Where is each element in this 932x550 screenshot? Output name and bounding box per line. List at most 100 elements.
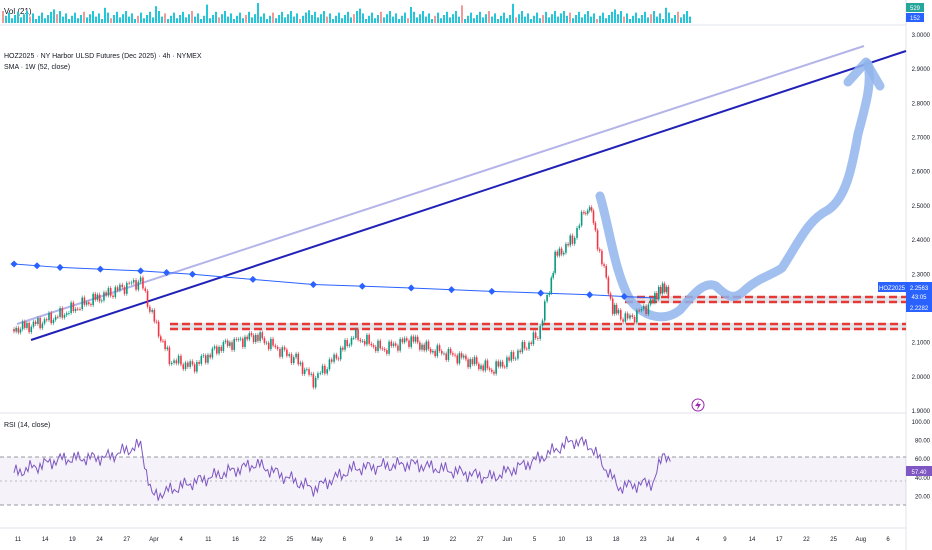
- sma-line[interactable]: [10, 260, 659, 301]
- candle-body: [184, 362, 187, 370]
- sma-point: [96, 265, 104, 273]
- time-tick-label: 9: [723, 537, 727, 543]
- volume-bar: [143, 18, 145, 23]
- volume-bar: [455, 11, 457, 23]
- volume-bar: [656, 16, 658, 23]
- volume-bar: [614, 9, 616, 23]
- candle-body: [142, 277, 144, 289]
- candle-body: [573, 237, 576, 244]
- candle-body: [281, 347, 284, 357]
- candle-body: [321, 365, 324, 373]
- volume-bar: [68, 19, 70, 23]
- price-tick-label: 3.0000: [912, 33, 931, 39]
- candle-body: [92, 293, 94, 306]
- rsi-tick-label: 100.00: [912, 420, 931, 426]
- volume-bar: [635, 12, 637, 23]
- candle-body: [48, 312, 50, 321]
- volume-bar: [200, 19, 202, 23]
- volume-bar: [179, 15, 181, 23]
- rsi-line[interactable]: [13, 436, 671, 501]
- time-tick-label: 23: [640, 537, 647, 543]
- candle-body: [548, 292, 551, 295]
- candle-body: [52, 319, 55, 324]
- time-axis[interactable]: 11 14 19 24 27 Apr 4 11 16 22 25 May 6 9 14 19 22 27 Jun 5 1…: [15, 537, 890, 543]
- candle-body: [626, 313, 629, 319]
- volume-bar: [227, 16, 229, 23]
- volume-bar: [587, 11, 589, 23]
- volume-bar: [554, 11, 556, 23]
- time-tick-label: 22: [259, 537, 266, 543]
- volume-bar: [221, 14, 223, 23]
- projection-arrow-head[interactable]: [843, 57, 885, 91]
- volume-bar: [605, 18, 607, 23]
- price-candles[interactable]: [13, 205, 670, 390]
- candle-body: [462, 355, 465, 358]
- candle-body: [144, 288, 147, 291]
- candle-body: [503, 366, 506, 368]
- volume-bar: [479, 11, 481, 23]
- volume-bar: [530, 19, 532, 23]
- candle-body: [13, 328, 15, 332]
- time-tick-label: 14: [42, 537, 49, 543]
- candle-body: [429, 349, 432, 353]
- candle-body: [556, 251, 559, 256]
- support-zone-upper[interactable]: [625, 295, 906, 304]
- volume-bar: [107, 12, 109, 23]
- volume-bar: [377, 15, 379, 23]
- volume-bar: [542, 15, 544, 23]
- candle-body: [624, 313, 627, 322]
- candle-body: [23, 321, 26, 328]
- candle-body: [244, 336, 246, 347]
- volume-bar: [47, 15, 49, 23]
- candle-body: [308, 369, 310, 375]
- time-tick-label: 16: [232, 537, 239, 543]
- sma-point: [447, 286, 456, 294]
- rsi-axis[interactable]: 100.00 80.00 60.00 40.00 20.00: [912, 420, 931, 500]
- candle-body: [88, 302, 90, 305]
- price-tick-label: 2.5000: [912, 204, 931, 210]
- candle-body: [521, 341, 524, 353]
- candle-body: [659, 286, 662, 294]
- candle-body: [211, 348, 214, 358]
- volume-bar: [368, 15, 370, 23]
- volume-bar: [392, 16, 394, 23]
- candle-body: [26, 322, 28, 328]
- candle-body: [392, 343, 395, 346]
- candle-body: [410, 336, 413, 347]
- volume-bar: [65, 13, 67, 23]
- candle-body: [352, 337, 355, 339]
- volume-bar: [383, 17, 385, 23]
- candle-body: [588, 207, 591, 211]
- volume-bar: [56, 14, 58, 23]
- volume-bar: [641, 15, 643, 23]
- lower-trend-line[interactable]: [30, 50, 907, 341]
- candle-body: [523, 341, 526, 349]
- candle-body: [81, 297, 83, 310]
- candle-body: [499, 361, 502, 367]
- volume-bar: [374, 18, 376, 23]
- volume-bar: [419, 14, 421, 23]
- volume-bar: [350, 17, 352, 23]
- candle-body: [408, 340, 410, 347]
- candle-body: [317, 373, 319, 378]
- candle-body: [482, 365, 484, 371]
- volume-bar: [197, 13, 199, 23]
- volume-bar: [158, 11, 160, 23]
- symbol-tag-label: HOZ2025: [879, 286, 906, 292]
- price-axis[interactable]: 3.0000 2.9000 2.8000 2.7000 2.6000 2.5000 2.40…: [912, 33, 931, 415]
- support-zone-lower[interactable]: [170, 322, 906, 331]
- candle-body: [57, 316, 59, 318]
- candle-body: [484, 360, 487, 371]
- lightning-icon[interactable]: [691, 398, 705, 412]
- time-tick-label: 22: [450, 537, 457, 543]
- projection-arrow[interactable]: [595, 59, 874, 322]
- candle-body: [32, 321, 35, 327]
- candle-body: [218, 346, 220, 354]
- volume-bar: [2, 11, 4, 23]
- time-tick-label: 18: [613, 537, 620, 543]
- volume-bar: [308, 10, 310, 23]
- candle-body: [37, 317, 39, 325]
- upper-trend-line[interactable]: [16, 45, 865, 325]
- volume-bar: [5, 15, 7, 23]
